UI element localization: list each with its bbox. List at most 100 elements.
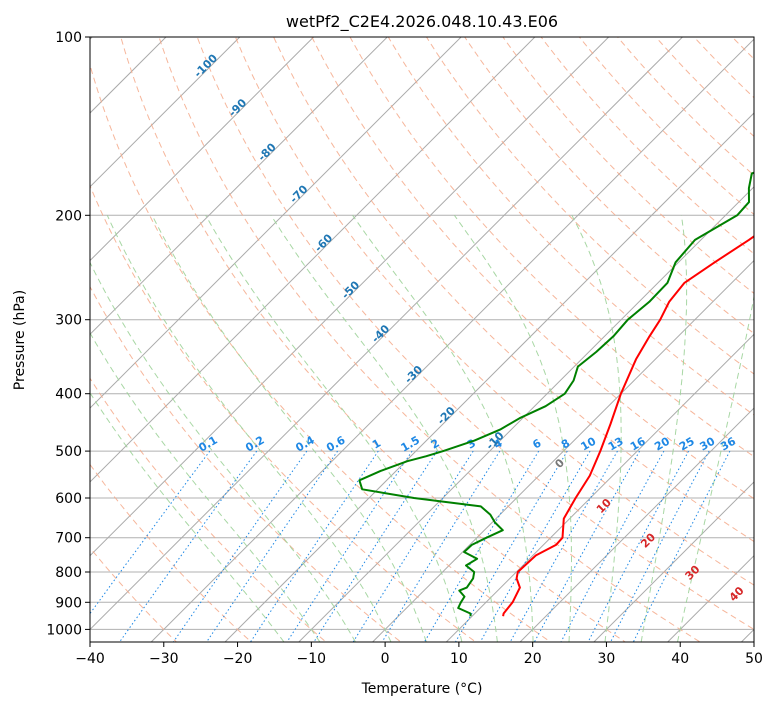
isotherm-line xyxy=(90,37,315,262)
x-axis-title: Temperature (°C) xyxy=(361,681,483,697)
moist-adiabat-line xyxy=(106,215,392,642)
x-tick-label: −10 xyxy=(297,651,327,667)
isotherm-label: -40 xyxy=(369,322,392,345)
y-tick-label: 300 xyxy=(55,313,82,329)
moist-adiabat-label: 20 xyxy=(638,530,658,550)
y-tick-label: 700 xyxy=(55,531,82,547)
mixing-ratio-line xyxy=(206,450,339,642)
dry-adiabat-line xyxy=(464,37,754,335)
dry-adiabat-line xyxy=(196,37,754,631)
temperature-profile xyxy=(502,235,754,617)
axes: −40 −30 −20 −10 0 10 20 30 40 50 100 200 300 400 500 60… xyxy=(46,30,763,667)
mixing-ratio-line xyxy=(610,450,710,642)
isotherm-line xyxy=(741,628,754,642)
moist-adiabat-line xyxy=(453,215,572,642)
x-tick-label: 50 xyxy=(745,651,763,667)
x-tick-label: −30 xyxy=(149,651,179,667)
dry-adiabat-line xyxy=(90,184,476,642)
mixing-ratio-line xyxy=(423,450,540,642)
isotherm-line xyxy=(90,37,462,409)
dry-adiabat-line xyxy=(273,37,754,543)
dry-adiabat-line xyxy=(158,37,701,642)
x-tick-label: −20 xyxy=(223,651,253,667)
moist-adiabat-line xyxy=(90,391,285,642)
isotherm-label: -50 xyxy=(339,278,362,301)
isotherm-line xyxy=(593,481,754,642)
x-tick-label: 10 xyxy=(450,651,468,667)
moist-adiabat-line xyxy=(205,215,463,642)
moist-adiabat-line xyxy=(352,215,534,642)
dry-adiabat-line xyxy=(425,37,754,375)
moist-adiabat-line xyxy=(151,215,427,642)
moist-adiabat-line xyxy=(640,215,688,642)
dry-adiabat-line xyxy=(311,37,754,500)
mixing-ratio-line xyxy=(509,450,618,642)
isotherm-label: -100 xyxy=(191,51,220,80)
y-tick-label: 400 xyxy=(55,387,82,403)
mixing-ratio-line xyxy=(381,450,501,642)
y-tick-label: 900 xyxy=(55,595,82,611)
moist-adiabat-line xyxy=(571,215,622,642)
isotherm-line xyxy=(90,37,684,631)
isotherm-line xyxy=(90,37,610,557)
mixing-ratio-line xyxy=(560,450,665,642)
isotherm-label: -80 xyxy=(256,140,279,163)
y-tick-label: 100 xyxy=(55,30,82,46)
isotherm-line xyxy=(298,186,754,642)
dry-adiabat-line xyxy=(387,37,754,416)
dry-adiabat-line xyxy=(578,37,754,216)
moist-adiabat-label: 30 xyxy=(683,562,703,582)
dry-adiabat-line xyxy=(90,63,551,642)
dry-adiabat-line xyxy=(120,37,626,642)
mixing-ratio-line xyxy=(172,450,308,642)
dry-adiabat-line xyxy=(693,37,754,99)
isotherm-label: -60 xyxy=(312,231,335,254)
y-axis-title: Pressure (hPa) xyxy=(12,290,28,390)
moist-adiabat-label: 10 xyxy=(594,496,614,516)
x-tick-label: 40 xyxy=(671,651,689,667)
mixing-ratio-line xyxy=(455,450,568,642)
x-tick-label: 20 xyxy=(524,651,542,667)
isotherm-line xyxy=(90,37,389,336)
dry-adiabat-line xyxy=(655,37,754,138)
y-tick-label: 600 xyxy=(55,491,82,507)
dry-adiabat-line xyxy=(90,463,252,642)
dry-adiabat-line xyxy=(731,37,754,60)
mixing-ratio-label: 6 xyxy=(530,436,543,451)
isotherm-line xyxy=(519,407,754,642)
y-tick-label: 200 xyxy=(55,208,82,224)
plot-frame xyxy=(89,36,755,643)
isotherm-line xyxy=(445,333,754,642)
moist-adiabat-label: 40 xyxy=(727,584,747,604)
mixing-ratio-line xyxy=(479,450,591,642)
isotherm-line xyxy=(90,37,536,483)
y-tick-label: 800 xyxy=(55,565,82,581)
y-tick-label: 500 xyxy=(55,444,82,460)
isotherm-label: -90 xyxy=(226,96,249,119)
moist-adiabat-line xyxy=(90,331,321,642)
mixing-ratio-line xyxy=(119,450,258,642)
mixing-ratio-line xyxy=(587,450,690,642)
moist-adiabat-line xyxy=(90,261,356,642)
dry-adiabat-line xyxy=(90,377,327,642)
isotherm-line xyxy=(90,37,241,188)
x-tick-label: −40 xyxy=(75,651,105,667)
mixing-ratio-label: 2 xyxy=(429,437,442,452)
x-tick-label: 0 xyxy=(381,651,390,667)
y-tick-label: 1000 xyxy=(46,622,82,638)
dry-adiabat-line xyxy=(502,37,754,294)
dry-adiabat-line xyxy=(616,37,754,176)
isotherm-line xyxy=(224,112,754,642)
x-tick-label: 30 xyxy=(597,651,615,667)
isotherm-label: -70 xyxy=(287,182,310,205)
isotherm-line xyxy=(150,38,754,642)
chart-title: wetPf2_C2E4.2026.048.10.43.E06 xyxy=(286,12,558,32)
dewpoint-profile xyxy=(358,171,754,617)
mixing-ratio-line xyxy=(533,450,641,642)
mixing-ratio-line xyxy=(286,450,413,642)
dry-adiabat-line xyxy=(349,37,754,458)
isotherm-line xyxy=(90,37,167,114)
plot-area: 0.1 0.2 0.4 0.6 1 1.5 2 3 4 6 8 10 13 16 20 25 30 36-100-… xyxy=(90,37,754,642)
isotherm-line xyxy=(667,554,754,642)
